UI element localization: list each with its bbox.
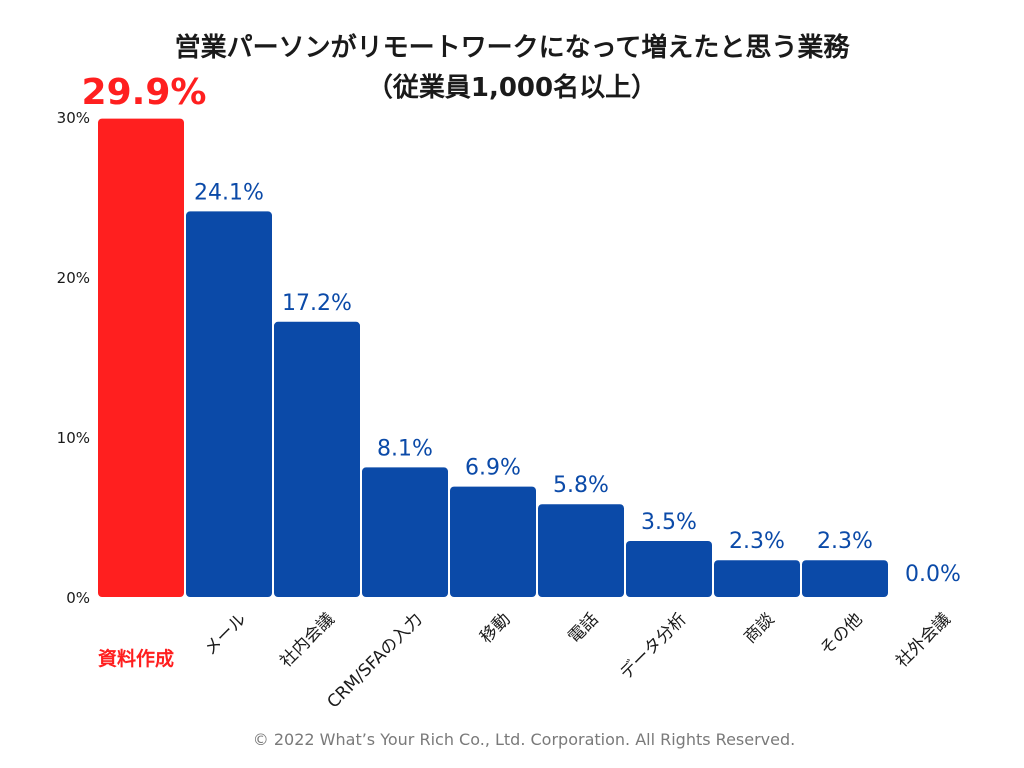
value-label: 2.3% xyxy=(817,529,873,554)
category-label: その他 xyxy=(816,609,866,659)
category-label: 商談 xyxy=(740,609,778,647)
value-label: 29.9% xyxy=(82,72,207,113)
category-label: 電話 xyxy=(564,609,602,647)
value-label: 5.8% xyxy=(553,473,609,498)
category-label: 社外会議 xyxy=(892,609,954,671)
chart-title: 営業パーソンがリモートワークになって増えたと思う業務 xyxy=(175,32,851,63)
category-label: データ分析 xyxy=(616,609,691,684)
value-label: 8.1% xyxy=(377,436,433,461)
copyright-text: © 2022 What’s Your Rich Co., Ltd. Corpor… xyxy=(253,730,795,749)
bar xyxy=(802,560,888,597)
y-tick-label: 0% xyxy=(66,589,90,607)
bar xyxy=(626,541,712,597)
category-label: CRM/SFAの入力 xyxy=(323,609,426,712)
category-label: 社内会議 xyxy=(276,609,338,671)
chart-subtitle: （従業員1,000名以上） xyxy=(367,72,657,103)
value-label: 2.3% xyxy=(729,529,785,554)
bar xyxy=(450,486,536,597)
y-tick-label: 10% xyxy=(57,429,90,447)
bar xyxy=(714,560,800,597)
y-tick-label: 20% xyxy=(57,269,90,287)
bar xyxy=(538,504,624,597)
value-label: 3.5% xyxy=(641,510,697,535)
y-tick-label: 30% xyxy=(57,109,90,127)
bar xyxy=(186,211,272,597)
bar xyxy=(362,467,448,597)
category-label: 資料作成 xyxy=(98,647,174,670)
bar xyxy=(274,321,360,597)
bar xyxy=(98,118,184,597)
value-label: 0.0% xyxy=(905,562,961,587)
category-label: 移動 xyxy=(476,609,514,647)
value-label: 6.9% xyxy=(465,456,521,481)
value-label: 24.1% xyxy=(194,180,264,205)
category-label: メール xyxy=(200,609,250,659)
bars xyxy=(98,118,888,597)
y-axis: 0% 10% 20% 30% xyxy=(57,109,90,607)
value-label: 17.2% xyxy=(282,291,352,316)
value-labels: 29.9% 24.1% 17.2% 8.1% 6.9% 5.8% 3.5% 2.3% 2.3% 0… xyxy=(82,72,961,587)
